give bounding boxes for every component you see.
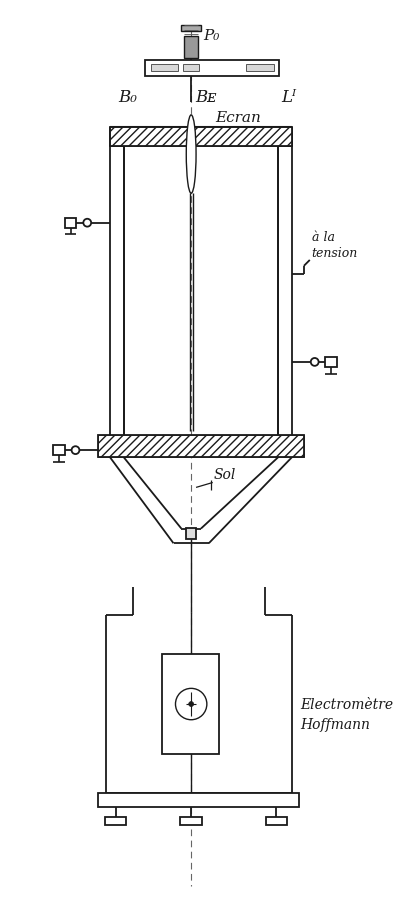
Text: Lᴵ: Lᴵ	[281, 89, 296, 106]
Bar	[65, 218, 76, 228]
Bar	[325, 357, 337, 367]
Bar	[98, 435, 304, 457]
Circle shape	[176, 688, 207, 719]
Bar	[181, 817, 202, 824]
Bar	[162, 654, 219, 754]
Bar	[145, 60, 279, 76]
Bar	[246, 64, 273, 71]
Bar	[110, 127, 292, 146]
Bar	[110, 127, 292, 146]
Bar	[98, 793, 299, 807]
Text: P₀: P₀	[203, 29, 219, 44]
Text: Bᴇ: Bᴇ	[195, 89, 217, 106]
Ellipse shape	[186, 115, 196, 193]
Bar	[183, 64, 199, 71]
Bar	[186, 527, 196, 539]
Bar	[151, 64, 178, 71]
Text: B₀: B₀	[118, 89, 137, 106]
Text: Ecran: Ecran	[215, 111, 261, 124]
Bar	[184, 37, 198, 58]
Circle shape	[83, 218, 91, 227]
Text: Sol: Sol	[214, 467, 236, 482]
Text: à la
tension: à la tension	[312, 231, 358, 260]
Bar	[105, 817, 127, 824]
Bar	[53, 445, 65, 455]
Circle shape	[189, 702, 194, 707]
Bar	[181, 25, 201, 30]
Circle shape	[71, 446, 79, 454]
Bar	[110, 146, 124, 441]
Bar	[98, 435, 304, 457]
Text: Electromètre
Hoffmann: Electromètre Hoffmann	[300, 698, 393, 731]
Circle shape	[311, 358, 319, 366]
Bar	[278, 146, 292, 441]
Bar	[266, 817, 287, 824]
